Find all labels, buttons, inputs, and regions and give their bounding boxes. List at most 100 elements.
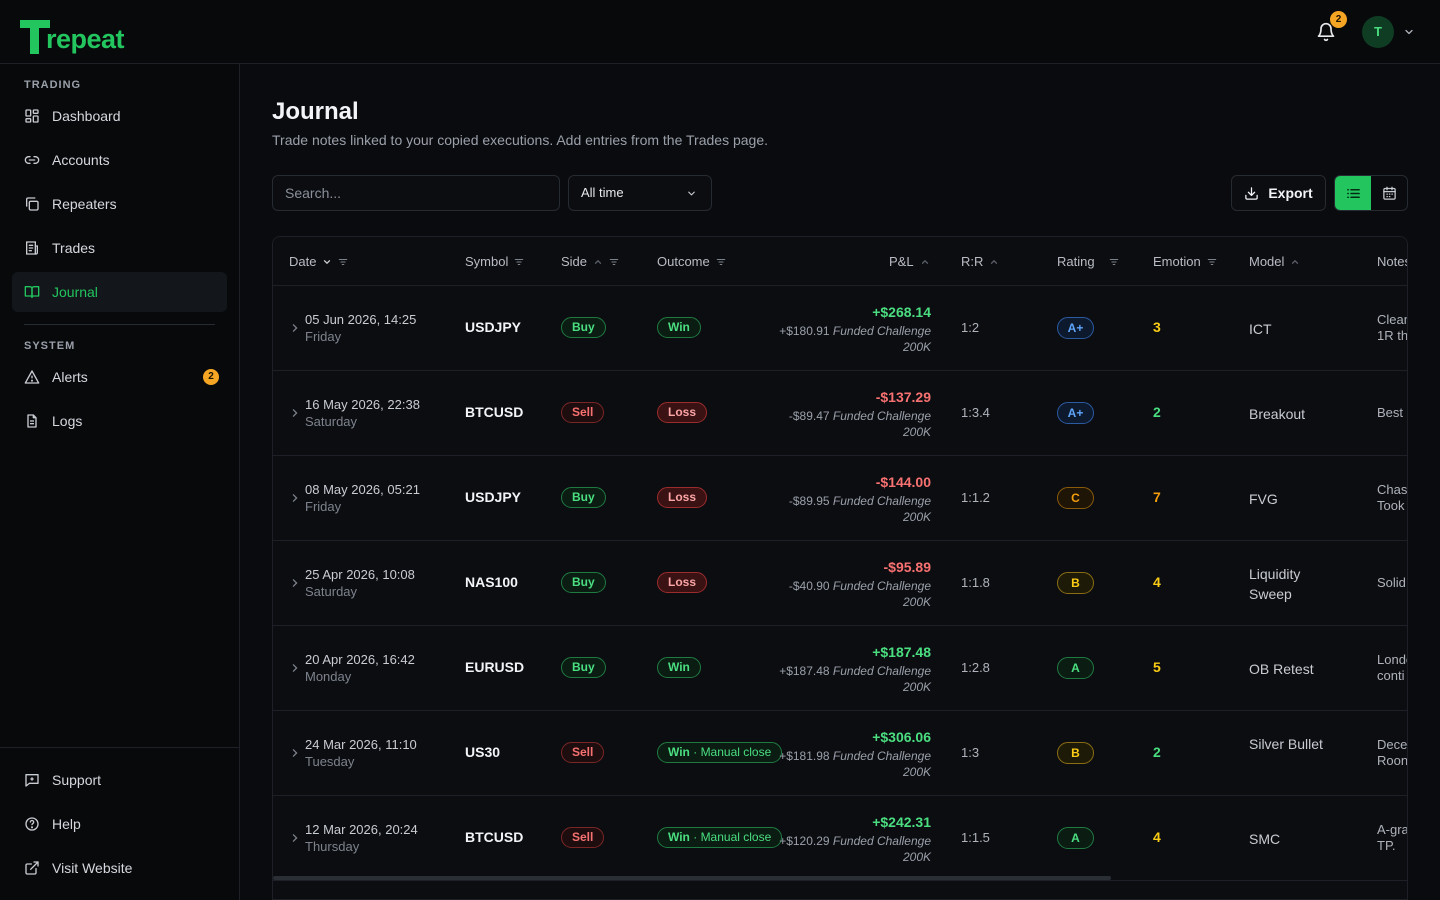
- column-rating[interactable]: Rating: [1057, 254, 1119, 269]
- rating-badge: C: [1057, 487, 1094, 509]
- calendar-view-button[interactable]: [1371, 176, 1407, 210]
- account-size: 200K: [902, 340, 931, 354]
- table-row[interactable]: 24 Mar 2026, 11:10 Tuesday US30 Sell Win · M…: [273, 711, 1407, 796]
- filter-icon[interactable]: [514, 257, 524, 267]
- filter-icon[interactable]: [1109, 257, 1119, 267]
- table-row[interactable]: 05 Jun 2026, 14:25 Friday USDJPY Buy Win +$26…: [273, 286, 1407, 371]
- sidebar-item-trades[interactable]: Trades: [12, 228, 227, 268]
- search-input[interactable]: [272, 175, 560, 211]
- emotion-score: 7: [1153, 489, 1161, 505]
- rating-badge: A+: [1057, 317, 1094, 339]
- sidebar-item-visit-website[interactable]: Visit Website: [12, 848, 227, 888]
- trade-day: Monday: [305, 669, 352, 684]
- trade-date: 24 Mar 2026, 11:10: [305, 737, 417, 752]
- avatar[interactable]: T: [1362, 16, 1394, 48]
- chevron-down-icon[interactable]: [1403, 26, 1415, 38]
- export-button[interactable]: Export: [1231, 175, 1326, 211]
- column-rr[interactable]: R:R: [961, 254, 999, 269]
- alerts-badge: 2: [203, 369, 219, 385]
- filter-icon[interactable]: [609, 257, 619, 267]
- chevron-down-icon: [324, 259, 331, 264]
- trade-day: Friday: [305, 329, 342, 344]
- risk-reward: 1:1.8: [961, 575, 990, 590]
- column-date[interactable]: Date: [289, 254, 348, 269]
- chevron-right-icon[interactable]: [291, 748, 299, 758]
- table-row[interactable]: 16 May 2026, 22:38 Saturday BTCUSD Sell Loss…: [273, 371, 1407, 456]
- list-view-button[interactable]: [1335, 176, 1371, 210]
- column-side[interactable]: Side: [561, 254, 619, 269]
- sidebar-item-dashboard[interactable]: Dashboard: [12, 96, 227, 136]
- column-model-label: Model: [1249, 254, 1285, 269]
- column-notes[interactable]: Notes: [1377, 254, 1408, 269]
- table-row[interactable]: 20 Apr 2026, 16:42 Monday EURUSD Buy Win +$18…: [273, 626, 1407, 711]
- sidebar-item-accounts[interactable]: Accounts: [12, 140, 227, 180]
- time-filter-select[interactable]: All time: [568, 175, 712, 211]
- column-outcome[interactable]: Outcome: [657, 254, 726, 269]
- trade-symbol: NAS100: [465, 574, 518, 590]
- column-outcome-label: Outcome: [657, 254, 710, 269]
- pnl-value: +$268.14: [872, 304, 931, 320]
- sidebar-bottom-divider: [0, 747, 239, 748]
- column-pnl[interactable]: P&L: [889, 254, 930, 269]
- sidebar-item-support[interactable]: Support: [12, 760, 227, 800]
- sidebar-item-repeaters[interactable]: Repeaters: [12, 184, 227, 224]
- table-row[interactable]: 25 Apr 2026, 10:08 Saturday NAS100 Buy Loss -…: [273, 541, 1407, 626]
- pnl-account-value: -$89.47: [788, 409, 830, 423]
- risk-reward: 1:2: [961, 320, 980, 335]
- column-emotion[interactable]: Emotion: [1153, 254, 1217, 269]
- outcome-badge: Loss: [657, 572, 708, 593]
- filter-icon[interactable]: [338, 257, 348, 267]
- sidebar-item-label: Accounts: [52, 152, 110, 168]
- trade-notes: Best: [1377, 405, 1404, 420]
- help-circle-icon: [25, 817, 39, 831]
- dashboard-icon: [25, 109, 39, 123]
- receipt-icon: [26, 241, 38, 255]
- pnl-value: +$306.06: [872, 729, 931, 745]
- pnl-value: -$144.00: [875, 474, 931, 490]
- outcome-label: Loss: [668, 575, 697, 589]
- account-size: 200K: [902, 765, 931, 779]
- pnl-value: -$95.89: [883, 559, 931, 575]
- trade-symbol: USDJPY: [465, 489, 522, 505]
- column-model[interactable]: Model: [1249, 254, 1300, 269]
- pnl-account-detail: +$180.91 Funded Challenge 200K: [779, 323, 931, 355]
- table-row[interactable]: 12 Mar 2026, 20:24 Thursday BTCUSD Sell Win …: [273, 796, 1407, 881]
- chevron-right-icon[interactable]: [291, 493, 299, 503]
- view-toggle: [1334, 175, 1408, 211]
- filter-icon[interactable]: [716, 257, 726, 267]
- trade-day: Tuesday: [305, 754, 355, 769]
- logo[interactable]: repeat: [20, 10, 125, 54]
- pnl-value: -$137.29: [875, 389, 931, 405]
- horizontal-scrollbar[interactable]: [273, 876, 1111, 880]
- file-icon: [27, 414, 37, 428]
- chevron-right-icon[interactable]: [291, 578, 299, 588]
- sidebar-item-logs[interactable]: Logs: [12, 401, 227, 441]
- filter-icon[interactable]: [1207, 257, 1217, 267]
- table-row[interactable]: 08 May 2026, 05:21 Friday USDJPY Buy Loss -$1…: [273, 456, 1407, 541]
- pnl-account-value: +$120.29: [779, 834, 830, 848]
- chevron-right-icon[interactable]: [291, 663, 299, 673]
- chevron-right-icon[interactable]: [291, 408, 299, 418]
- sidebar-item-journal[interactable]: Journal: [12, 272, 227, 312]
- pnl-value: +$242.31: [872, 814, 931, 830]
- column-date-label: Date: [289, 254, 317, 269]
- sidebar-item-help[interactable]: Help: [12, 804, 227, 844]
- outcome-label: Loss: [668, 405, 697, 419]
- account-name: Funded Challenge: [832, 834, 931, 848]
- rating-badge: A: [1057, 827, 1094, 849]
- bell-icon[interactable]: [1316, 22, 1336, 42]
- chevron-right-icon[interactable]: [291, 323, 299, 333]
- column-notes-label: Notes: [1377, 254, 1408, 269]
- account-name: Funded Challenge: [832, 409, 931, 423]
- outcome-label: Win: [668, 745, 690, 759]
- column-rr-label: R:R: [961, 254, 984, 269]
- emotion-score: 3: [1153, 319, 1161, 335]
- table-header: Date Symbol Side Outcome P&L: [273, 237, 1408, 286]
- outcome-extra: Manual close: [700, 745, 772, 759]
- chevron-down-icon: [688, 191, 695, 196]
- chevron-right-icon[interactable]: [291, 833, 299, 843]
- sidebar-item-alerts[interactable]: Alerts 2: [12, 357, 227, 397]
- sidebar-item-label: Visit Website: [52, 860, 133, 876]
- rating-badge: A+: [1057, 402, 1094, 424]
- column-symbol[interactable]: Symbol: [465, 254, 524, 269]
